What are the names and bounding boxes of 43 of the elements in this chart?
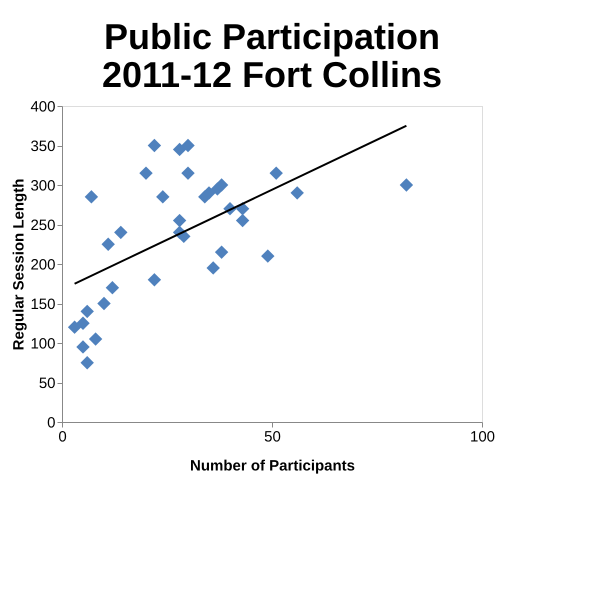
- point: [76, 316, 90, 330]
- point: [76, 340, 90, 354]
- point: [261, 249, 275, 263]
- point: [269, 166, 283, 180]
- point: [206, 261, 220, 275]
- point: [156, 190, 170, 204]
- point: [181, 138, 195, 152]
- point: [101, 238, 115, 251]
- x-tick-label: 0: [58, 428, 67, 446]
- point: [236, 214, 250, 228]
- y-tick-label: 0: [47, 414, 56, 432]
- point: [148, 273, 162, 287]
- y-axis-title: Regular Session Length: [10, 178, 28, 350]
- point: [80, 356, 94, 370]
- point: [80, 304, 94, 318]
- point: [84, 190, 98, 204]
- x-axis-title: Number of Participants: [190, 458, 356, 474]
- point: [172, 142, 186, 156]
- point: [88, 332, 102, 346]
- x-tick-label: 100: [470, 428, 496, 446]
- point: [290, 186, 304, 200]
- point: [172, 214, 186, 228]
- point: [400, 178, 414, 192]
- point: [97, 296, 111, 310]
- x-tick-label: 50: [264, 428, 281, 446]
- y-tick-label: 100: [30, 336, 56, 352]
- point: [214, 178, 228, 192]
- point: [114, 226, 128, 240]
- point: [202, 186, 216, 200]
- y-tick-label: 300: [30, 178, 56, 194]
- y-tick-label: 400: [30, 98, 56, 116]
- point: [181, 166, 195, 180]
- point: [214, 245, 228, 259]
- point: [148, 138, 162, 152]
- y-tick-label: 50: [38, 375, 56, 392]
- point: [106, 280, 120, 294]
- text: Public Participation: [104, 16, 440, 57]
- y-tick-label: 200: [30, 256, 56, 274]
- y-tick-label: 250: [30, 217, 56, 234]
- y-tick-label: 150: [30, 296, 56, 313]
- point: [68, 320, 82, 334]
- y-tick-label: 350: [30, 138, 56, 155]
- point: [139, 166, 153, 180]
